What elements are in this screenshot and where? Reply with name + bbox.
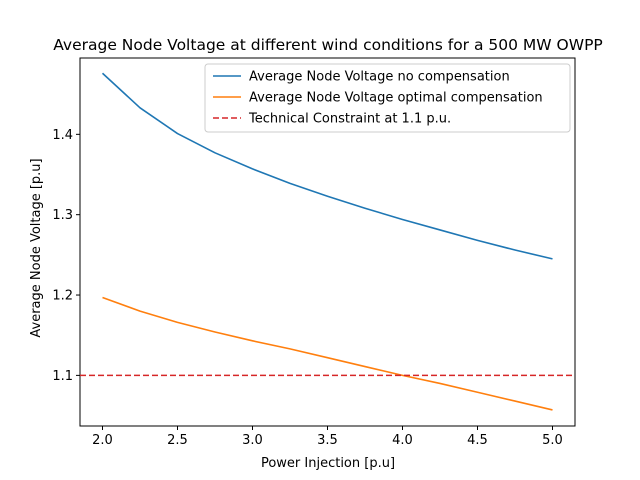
- series-line-optimal-compensation: [102, 296, 553, 411]
- x-tick-label: 2.5: [167, 433, 188, 448]
- y-axis-label: Average Node Voltage [p.u]: [29, 158, 44, 337]
- legend-box: [204, 63, 571, 133]
- legend: Average Node Voltage no compensation Aver…: [204, 63, 571, 133]
- chart-title: Average Node Voltage at different wind c…: [53, 36, 603, 54]
- x-axis-label: Power Injection [p.u]: [261, 456, 395, 471]
- x-tick-label: 4.5: [467, 433, 488, 448]
- legend-label: Average Node Voltage optimal compensatio…: [249, 91, 543, 106]
- x-tick-label: 3.0: [242, 433, 263, 448]
- x-tick-label: 3.5: [317, 433, 338, 448]
- series-layer: [80, 72, 575, 411]
- y-tick-label: 1.1: [52, 369, 73, 384]
- y-tick-label: 1.4: [52, 128, 73, 143]
- series-line-no-compensation: [101, 72, 553, 260]
- x-tick-label: 4.0: [392, 433, 413, 448]
- legend-label: Average Node Voltage no compensation: [249, 70, 510, 85]
- legend-label: Technical Constraint at 1.1 p.u.: [248, 112, 451, 127]
- y-axis-ticks: 1.1 1.2 1.3 1.4: [52, 128, 80, 384]
- x-tick-label: 5.0: [542, 433, 563, 448]
- x-axis-ticks: 2.0 2.5 3.0 3.5 4.0 4.5 5.0: [92, 426, 563, 448]
- y-tick-label: 1.3: [52, 208, 73, 223]
- x-tick-label: 2.0: [92, 433, 113, 448]
- y-tick-label: 1.2: [52, 289, 73, 304]
